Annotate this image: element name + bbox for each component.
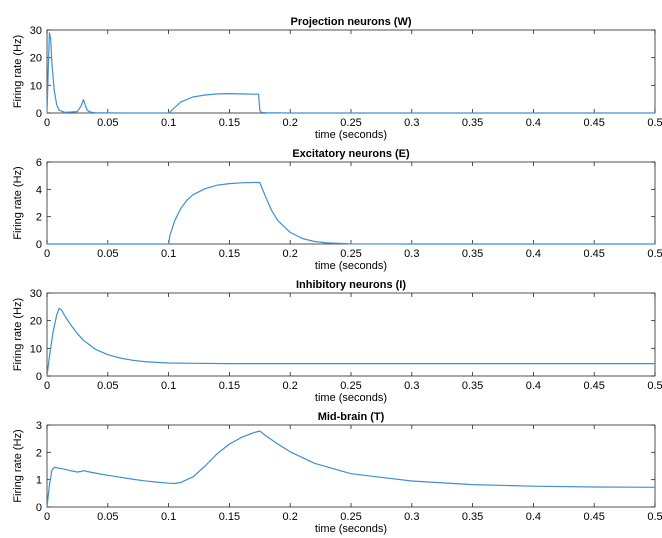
x-tick-label: 0 (44, 380, 50, 392)
x-axis-label: time (seconds) (315, 260, 387, 272)
x-tick-label: 0.3 (404, 248, 419, 260)
y-tick-label: 3 (36, 420, 42, 432)
chart-title: Projection neurons (W) (291, 16, 412, 28)
y-axis-label: Firing rate (Hz) (12, 298, 24, 371)
x-tick-label: 0.5 (647, 511, 662, 523)
y-tick-label: 30 (30, 288, 42, 300)
x-tick-label: 0.3 (404, 117, 419, 129)
x-tick-label: 0.5 (647, 117, 662, 129)
x-tick-label: 0.25 (340, 511, 361, 523)
x-tick-label: 0.25 (340, 248, 361, 260)
x-tick-label: 0.45 (583, 248, 604, 260)
x-tick-label: 0.5 (647, 380, 662, 392)
x-tick-label: 0.05 (97, 248, 118, 260)
series-line (46, 307, 655, 377)
y-tick-label: 0 (36, 108, 42, 120)
y-tick-label: 1 (36, 475, 42, 487)
x-tick-label: 0.35 (462, 380, 483, 392)
x-tick-label: 0.5 (647, 248, 662, 260)
series-line (46, 32, 655, 114)
y-tick-label: 0 (36, 239, 42, 251)
axes-box-4 (46, 424, 656, 508)
y-tick-label: 30 (30, 25, 42, 37)
x-tick-label: 0 (44, 248, 50, 260)
x-tick-label: 0.45 (583, 380, 604, 392)
y-axis-label: Firing rate (Hz) (12, 429, 24, 502)
y-tick-label: 20 (30, 316, 42, 328)
x-tick-label: 0.15 (219, 248, 240, 260)
series-line (46, 430, 656, 508)
x-tick-label: 0.15 (219, 511, 240, 523)
x-tick-label: 0.4 (526, 380, 541, 392)
x-tick-label: 0.4 (526, 511, 541, 523)
y-tick-label: 20 (30, 53, 42, 65)
y-tick-label: 4 (36, 184, 42, 196)
x-tick-label: 0.35 (462, 511, 483, 523)
x-tick-label: 0 (44, 511, 50, 523)
x-axis-label: time (seconds) (315, 129, 387, 141)
y-axis-label: Firing rate (Hz) (12, 166, 24, 239)
y-tick-label: 6 (36, 157, 42, 169)
y-axis-label: Firing rate (Hz) (12, 35, 24, 108)
y-tick-label: 2 (36, 447, 42, 459)
x-tick-label: 0.2 (283, 248, 298, 260)
axes-box-1 (46, 29, 656, 114)
x-tick-label: 0.3 (404, 511, 419, 523)
y-tick-label: 10 (30, 80, 42, 92)
x-tick-label: 0.45 (583, 117, 604, 129)
chart-title: Mid-brain (T) (318, 411, 385, 423)
y-tick-label: 2 (36, 212, 42, 224)
x-axis-label: time (seconds) (315, 523, 387, 535)
x-tick-label: 0.1 (161, 511, 176, 523)
x-tick-label: 0.4 (526, 248, 541, 260)
x-tick-label: 0.1 (161, 117, 176, 129)
y-tick-label: 0 (36, 371, 42, 383)
x-tick-label: 0.35 (462, 117, 483, 129)
y-tick-label: 10 (30, 343, 42, 355)
x-tick-label: 0.25 (340, 117, 361, 129)
x-tick-label: 0.25 (340, 380, 361, 392)
x-tick-label: 0.35 (462, 248, 483, 260)
x-tick-label: 0.05 (97, 117, 118, 129)
x-tick-label: 0.4 (526, 117, 541, 129)
x-tick-label: 0 (44, 117, 50, 129)
x-tick-label: 0.2 (283, 511, 298, 523)
x-tick-label: 0.05 (97, 380, 118, 392)
x-tick-label: 0.15 (219, 380, 240, 392)
x-tick-label: 0.1 (161, 380, 176, 392)
chart-title: Excitatory neurons (E) (292, 148, 410, 160)
axes-box-2 (46, 161, 656, 245)
series-line (47, 181, 655, 245)
x-axis-label: time (seconds) (315, 392, 387, 404)
chart-title: Inhibitory neurons (I) (296, 279, 406, 291)
y-tick-label: 0 (36, 502, 42, 514)
x-tick-label: 0.15 (219, 117, 240, 129)
x-tick-label: 0.3 (404, 380, 419, 392)
x-tick-label: 0.2 (283, 117, 298, 129)
x-tick-label: 0.1 (161, 248, 176, 260)
x-tick-label: 0.45 (583, 511, 604, 523)
x-tick-label: 0.2 (283, 380, 298, 392)
x-tick-label: 0.05 (97, 511, 118, 523)
